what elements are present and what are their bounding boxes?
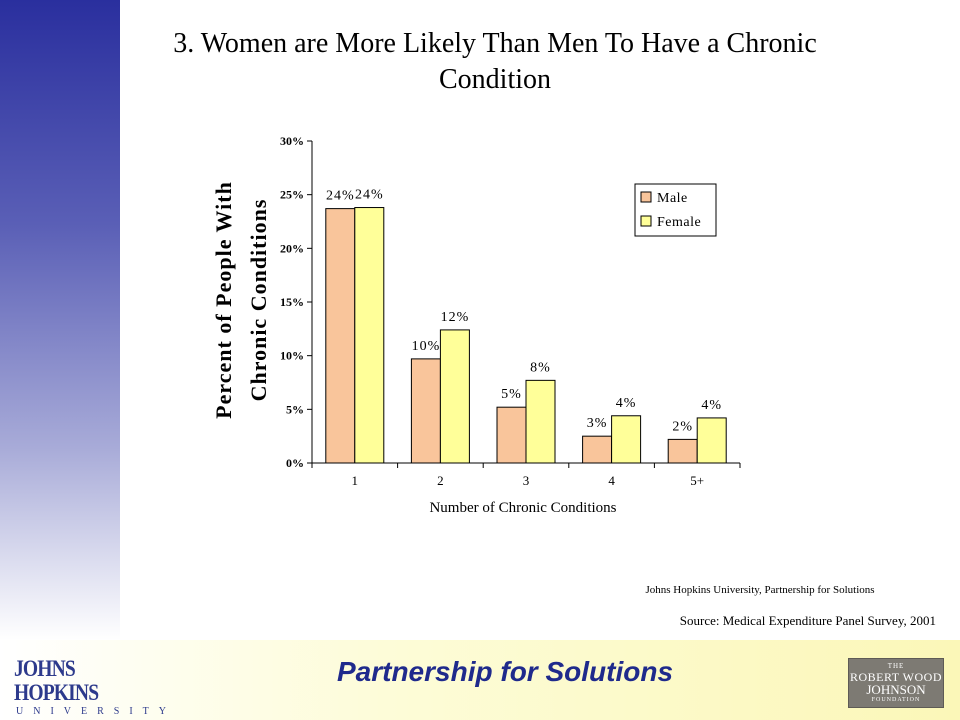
y-tick-label: 25%	[280, 188, 304, 202]
data-label: 4%	[701, 398, 722, 413]
data-label: 2%	[672, 419, 693, 434]
y-axis-title: Percent of People With Chronic Conditions	[211, 181, 271, 419]
bar-female	[696, 417, 727, 464]
data-label: 12%	[441, 310, 470, 325]
source-text: Source: Medical Expenditure Panel Survey…	[679, 613, 936, 628]
data-label: 24%	[355, 188, 384, 203]
slide-title: 3. Women are More Likely Than Men To Hav…	[173, 28, 817, 95]
rwj-line-2: ROBERT WOOD	[849, 670, 942, 684]
rwj-line-3: JOHNSON	[866, 682, 926, 697]
data-label: 4%	[616, 396, 637, 411]
data-label: 5%	[501, 387, 522, 402]
y-tick-label: 10%	[280, 349, 304, 363]
bar-female	[354, 207, 385, 464]
tagline: Partnership for Solutions	[336, 656, 674, 687]
x-tick-label: 3	[523, 473, 530, 488]
data-label: 10%	[412, 339, 441, 354]
bar-male	[667, 438, 698, 464]
legend-label-male: Male	[657, 191, 688, 206]
bar-male	[410, 358, 441, 464]
y-axis-title-line: Percent of People With	[211, 181, 236, 419]
y-axis-title-line: Chronic Conditions	[246, 199, 271, 402]
legend-swatch-female	[640, 215, 652, 227]
johns-hopkins-logo: JOHNS HOPKINS UNIVERSITY	[14, 657, 166, 718]
bar-female	[611, 415, 642, 464]
x-axis-title: Number of Chronic Conditions	[429, 500, 616, 516]
y-tick-label: 0%	[286, 456, 304, 470]
bar-male	[582, 435, 613, 464]
rwj-line-1: THE	[887, 662, 905, 670]
data-label: 24%	[326, 189, 355, 204]
data-label: 8%	[530, 360, 551, 375]
data-label: 3%	[587, 416, 608, 431]
bar-male	[496, 406, 527, 464]
sidebar-gradient	[0, 0, 120, 640]
legend-swatch-male	[640, 191, 652, 203]
credit-text: Johns Hopkins University, Partnership fo…	[645, 584, 875, 596]
y-tick-label: 30%	[280, 134, 304, 148]
rwj-line-4: FOUNDATION	[871, 697, 921, 703]
bar-male	[325, 208, 356, 464]
x-tick-label: 4	[608, 473, 615, 488]
x-tick-label: 2	[437, 473, 444, 488]
footer-band	[0, 640, 960, 720]
rwj-foundation-logo: THE ROBERT WOOD JOHNSON FOUNDATION	[848, 658, 944, 708]
y-tick-label: 15%	[280, 295, 304, 309]
bar-female	[439, 329, 470, 464]
x-tick-label: 1	[352, 473, 359, 488]
logo-name: JOHNS HOPKINS	[14, 656, 99, 705]
y-tick-label: 5%	[286, 402, 304, 416]
bar-female	[525, 379, 556, 464]
y-tick-label: 20%	[280, 241, 304, 255]
x-tick-label: 5+	[690, 473, 704, 488]
legend-label-female: Female	[657, 215, 701, 230]
logo-sub: UNIVERSITY	[16, 706, 176, 717]
